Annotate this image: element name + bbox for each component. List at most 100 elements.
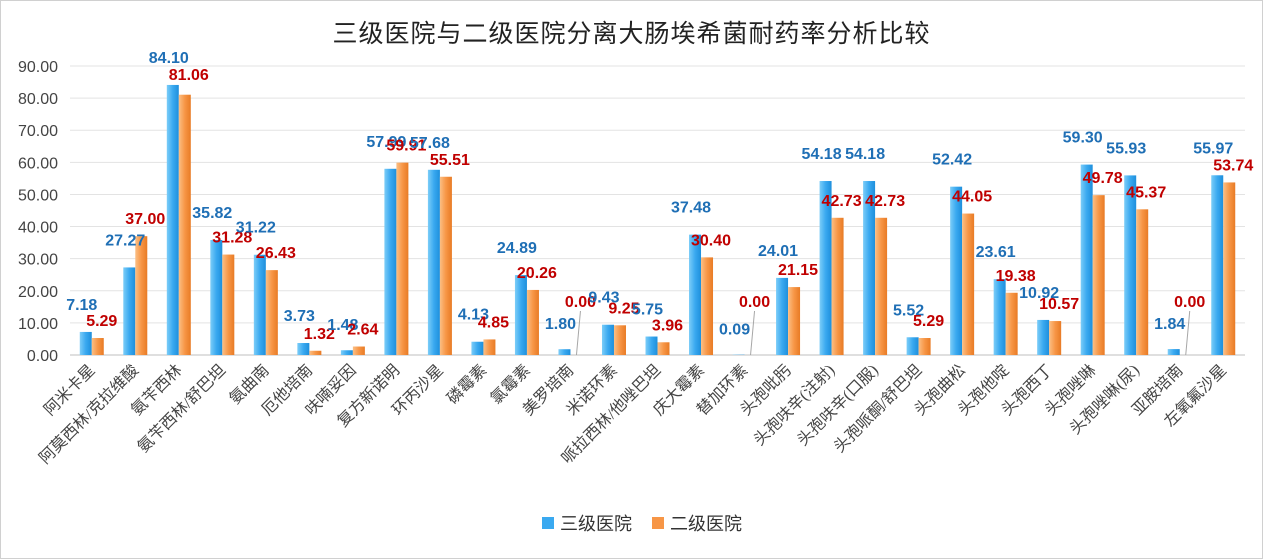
legend-swatch-secondary — [652, 517, 664, 529]
bar-tertiary — [645, 336, 658, 355]
data-label-tertiary: 9.43 — [588, 290, 619, 307]
data-label-tertiary: 7.18 — [66, 297, 97, 314]
data-label-secondary: 19.38 — [996, 268, 1036, 285]
bar-tertiary — [297, 343, 310, 355]
data-label-leader — [575, 310, 581, 356]
data-label-tertiary: 1.84 — [1154, 316, 1185, 333]
data-label-secondary: 1.32 — [304, 326, 335, 343]
bar-tertiary — [123, 267, 136, 355]
data-label-tertiary: 27.27 — [105, 232, 145, 249]
bar-secondary — [701, 257, 714, 355]
legend-item-secondary: 二级医院 — [652, 510, 742, 536]
y-tick-label: 20.00 — [18, 284, 58, 301]
data-label-secondary: 37.00 — [125, 211, 165, 228]
y-tick-label: 80.00 — [18, 91, 58, 108]
bar-secondary — [788, 287, 801, 355]
bar-secondary — [135, 236, 148, 355]
data-label-secondary: 31.28 — [212, 230, 252, 247]
bar-secondary — [396, 162, 409, 355]
data-label-tertiary: 54.18 — [802, 146, 842, 163]
bar-secondary — [875, 217, 888, 355]
legend-swatch-tertiary — [542, 517, 554, 529]
data-label-secondary: 21.15 — [778, 262, 818, 279]
bar-tertiary — [210, 239, 223, 355]
bar-secondary — [831, 217, 844, 355]
legend-item-tertiary: 三级医院 — [542, 510, 632, 536]
data-label-secondary: 55.51 — [430, 152, 470, 169]
bar-tertiary — [1211, 175, 1224, 355]
bar-secondary — [178, 94, 191, 355]
data-label-tertiary: 54.18 — [845, 146, 885, 163]
bar-tertiary — [514, 275, 527, 355]
data-label-tertiary: 1.48 — [327, 317, 358, 334]
data-label-secondary: 2.64 — [347, 322, 378, 339]
bar-secondary — [1005, 292, 1018, 355]
data-label-secondary: 81.06 — [169, 67, 209, 84]
data-label-secondary: 26.43 — [256, 245, 296, 262]
bar-secondary — [526, 289, 539, 355]
data-label-tertiary: 23.61 — [976, 244, 1016, 261]
data-label-tertiary: 84.10 — [149, 50, 189, 67]
bar-tertiary — [689, 234, 702, 355]
y-tick-label: 10.00 — [18, 316, 58, 333]
bar-secondary — [657, 342, 670, 355]
data-label-tertiary: 5.52 — [893, 302, 924, 319]
data-label-leader — [750, 310, 756, 356]
x-category-label: 磷霉素 — [444, 361, 491, 408]
bar-tertiary — [1167, 349, 1180, 355]
bar-secondary — [1136, 209, 1149, 355]
data-label-secondary: 0.00 — [565, 294, 596, 311]
bar-tertiary — [1080, 164, 1093, 355]
bar-tertiary — [601, 324, 614, 355]
data-label-tertiary: 52.42 — [932, 152, 972, 169]
bar-tertiary — [384, 168, 397, 355]
data-label-secondary: 10.57 — [1039, 296, 1079, 313]
bar-secondary — [962, 213, 975, 355]
y-tick-label: 70.00 — [18, 123, 58, 140]
chart-title: 三级医院与二级医院分离大肠埃希菌耐药率分析比较 — [332, 19, 931, 48]
data-label-tertiary: 0.09 — [719, 322, 750, 339]
data-label-secondary: 5.29 — [913, 313, 944, 330]
data-label-tertiary: 4.13 — [458, 307, 489, 324]
data-label-tertiary: 24.01 — [758, 243, 798, 260]
legend-label-tertiary: 三级医院 — [560, 514, 632, 535]
data-label-secondary: 30.40 — [691, 232, 731, 249]
data-label-tertiary: 3.73 — [284, 308, 315, 325]
y-tick-label: 60.00 — [18, 155, 58, 172]
data-label-secondary: 5.29 — [86, 313, 117, 330]
bar-secondary — [439, 176, 452, 355]
bar-secondary — [1092, 195, 1105, 355]
data-label-secondary: 42.73 — [822, 193, 862, 210]
bar-secondary — [265, 270, 278, 355]
data-label-secondary: 45.37 — [1126, 184, 1166, 201]
data-label-tertiary: 55.97 — [1193, 140, 1233, 157]
data-label-secondary: 0.00 — [739, 294, 770, 311]
data-label-secondary: 42.73 — [865, 193, 905, 210]
bar-secondary — [1223, 182, 1236, 355]
data-label-tertiary: 1.80 — [545, 316, 576, 333]
data-label-tertiary: 57.68 — [410, 135, 450, 152]
bar-tertiary — [166, 84, 179, 355]
bar-tertiary — [906, 337, 919, 355]
data-label-tertiary: 5.75 — [632, 302, 663, 319]
data-label-tertiary: 10.92 — [1019, 285, 1059, 302]
bar-tertiary — [1124, 175, 1137, 355]
bar-tertiary — [427, 169, 440, 355]
bar-tertiary — [776, 277, 789, 355]
data-label-secondary: 4.85 — [478, 314, 509, 331]
data-label-tertiary: 55.93 — [1106, 140, 1146, 157]
bar-tertiary — [1037, 319, 1050, 355]
bar-tertiary — [253, 254, 266, 355]
bar-secondary — [352, 346, 365, 355]
bar-secondary — [613, 325, 626, 355]
data-label-secondary: 53.74 — [1213, 157, 1253, 174]
bar-tertiary — [993, 279, 1006, 355]
bar-tertiary — [863, 181, 876, 355]
data-label-secondary: 0.00 — [1174, 294, 1205, 311]
bar-secondary — [222, 254, 235, 355]
bar-tertiary — [558, 349, 571, 355]
data-label-secondary: 44.05 — [952, 189, 992, 206]
y-tick-label: 40.00 — [18, 220, 58, 237]
data-label-tertiary: 35.82 — [192, 205, 232, 222]
